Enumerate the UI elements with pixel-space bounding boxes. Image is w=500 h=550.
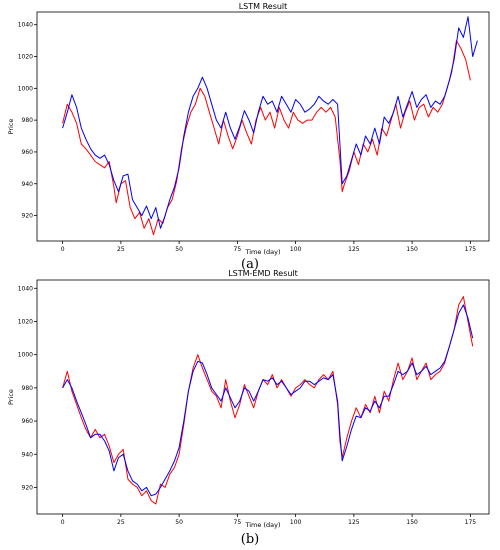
y-tick-label: 920	[22, 484, 34, 491]
x-tick-label: 50	[175, 246, 183, 253]
x-tick-label: 125	[348, 246, 360, 253]
x-tick-label: 75	[234, 246, 242, 253]
chart-lstm-emd: LSTM-EMD Result 0 25 50 75 100 125 150 175 920 940…	[7, 269, 490, 529]
y-tick-label: 940	[22, 451, 34, 458]
x-tick-label: 0	[61, 246, 65, 253]
y-tick-label: 940	[22, 181, 34, 188]
y-tick-label: 960	[22, 418, 34, 425]
x-tick-label: 25	[117, 519, 125, 526]
series-line-red	[62, 296, 474, 505]
y-tick-label: 920	[22, 213, 34, 220]
y-tick-label: 960	[22, 149, 34, 156]
y-tick-label: 1000	[18, 85, 33, 92]
y-tick-label: 980	[22, 385, 34, 392]
x-tick-label: 150	[406, 246, 418, 253]
chart-title: LSTM-EMD Result	[228, 269, 298, 278]
caption-a: (a)	[241, 257, 259, 272]
y-tick-label: 1040	[18, 285, 33, 292]
x-tick-label: 50	[175, 519, 183, 526]
x-axis-label: Time (day)	[244, 521, 280, 529]
x-tick-label: 175	[465, 246, 477, 253]
plot-frame	[36, 11, 490, 242]
series-line-blue	[62, 304, 474, 497]
chart-lstm: LSTM Result 0 25 50 75 100 125 150 175 920 940 960 9…	[7, 2, 490, 256]
x-tick-label: 100	[290, 519, 302, 526]
x-tick-label: 125	[348, 519, 360, 526]
x-tick-label: 175	[465, 519, 477, 526]
y-tick-label: 1040	[18, 22, 33, 29]
x-tick-label: 0	[61, 519, 65, 526]
y-tick-label: 980	[22, 117, 34, 124]
y-tick-label: 1020	[18, 54, 33, 61]
plot-frame	[36, 279, 490, 515]
x-tick-label: 150	[406, 519, 418, 526]
series-line-blue	[62, 16, 478, 229]
x-tick-label: 100	[290, 246, 302, 253]
caption-b: (b)	[240, 532, 260, 547]
y-axis-label: Price	[7, 119, 15, 135]
chart-title: LSTM Result	[239, 2, 288, 11]
y-tick-label: 1020	[18, 318, 33, 325]
x-tick-label: 75	[234, 519, 242, 526]
series-line-red	[62, 40, 471, 236]
x-tick-label: 25	[117, 246, 125, 253]
x-axis-label: Time (day)	[244, 248, 280, 256]
y-tick-label: 1000	[18, 352, 33, 359]
y-axis-label: Price	[7, 389, 15, 405]
